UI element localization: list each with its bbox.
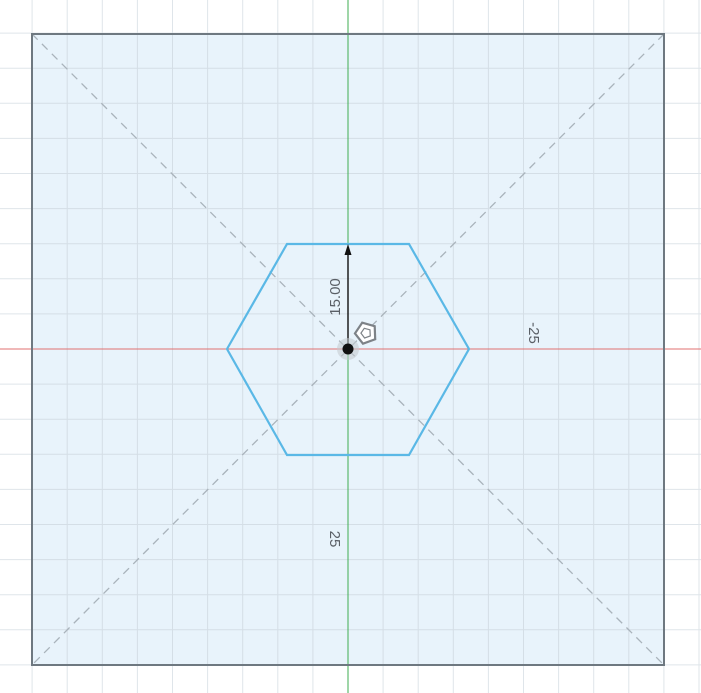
hexagon-profile[interactable] [225,242,471,457]
radius-dimension-label[interactable]: 15.00 [327,278,344,316]
dimension-arrow-icon [344,244,352,255]
sketch-rectangle-border[interactable] [31,33,665,666]
right-dimension-label[interactable]: -25 [525,322,542,344]
construction-diagonal-2[interactable] [31,33,665,666]
bottom-dimension-label[interactable]: 25 [326,531,343,548]
sketch-point-icon[interactable] [342,343,354,355]
construction-diagonal-1[interactable] [31,33,665,666]
polygon-cursor-icon [353,321,377,345]
